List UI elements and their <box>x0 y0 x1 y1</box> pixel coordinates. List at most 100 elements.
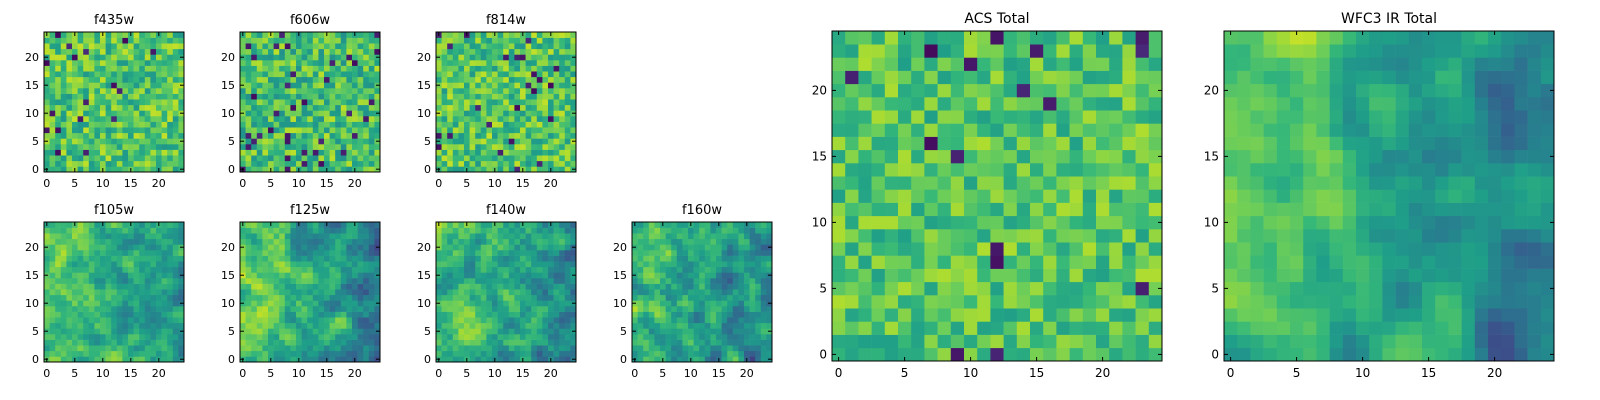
heatmap-cell <box>318 278 325 284</box>
heatmap-cell <box>760 339 767 346</box>
heatmap-cell <box>346 166 353 173</box>
heatmap-cell <box>911 215 925 230</box>
heatmap-cell <box>296 238 302 245</box>
heatmap-cell <box>256 82 263 89</box>
heatmap-cell <box>88 76 95 83</box>
heatmap-cell <box>441 289 448 296</box>
heatmap-cell <box>497 160 504 167</box>
heatmap-cell <box>72 278 78 284</box>
heatmap-cell <box>542 88 549 94</box>
heatmap-cell <box>760 328 767 335</box>
heatmap-cell <box>256 300 263 307</box>
heatmap-cell <box>514 60 521 66</box>
heatmap-cell <box>699 356 706 363</box>
heatmap-cell <box>637 350 644 357</box>
heatmap-cell <box>55 76 62 83</box>
heatmap-cell <box>732 283 739 290</box>
heatmap-cell <box>318 250 325 256</box>
heatmap-cell <box>1056 334 1070 349</box>
heatmap-cell <box>340 88 347 94</box>
heatmap-cell <box>363 37 370 44</box>
heatmap-cell <box>1109 321 1123 335</box>
heatmap-cell <box>508 278 515 284</box>
heatmap-cell <box>564 116 571 122</box>
heatmap-cell <box>178 93 185 100</box>
heatmap-cell <box>480 54 487 61</box>
heatmap-cell <box>436 48 442 55</box>
heatmap-cell <box>486 104 493 111</box>
heatmap-cell <box>553 121 560 128</box>
heatmap-cell <box>83 328 90 335</box>
heatmap-cell <box>525 65 532 72</box>
heatmap-cell <box>553 261 560 268</box>
heatmap-cell <box>570 311 577 318</box>
heatmap-cell <box>531 160 538 167</box>
heatmap-cell <box>128 283 134 290</box>
heatmap-cell <box>262 132 269 139</box>
heatmap-cell <box>167 144 174 150</box>
heatmap-cell <box>643 356 650 363</box>
x-tick-label: 0 <box>631 367 638 380</box>
heatmap-cell <box>1109 215 1123 230</box>
heatmap-cell <box>94 350 101 357</box>
heatmap-cell <box>727 300 734 307</box>
heatmap-cell <box>172 233 179 240</box>
heatmap-cell <box>122 93 129 100</box>
heatmap-cell <box>329 244 336 251</box>
heatmap-cell <box>525 222 532 228</box>
heatmap-cell <box>1135 229 1150 243</box>
heatmap-cell <box>832 281 846 296</box>
heatmap-cell <box>83 76 90 83</box>
heatmap-cell <box>251 334 258 340</box>
heatmap-cell <box>374 306 381 312</box>
heatmap-cell <box>240 88 246 94</box>
heatmap-cell <box>721 222 728 228</box>
heatmap-cell <box>77 138 84 145</box>
heatmap-cell <box>290 32 297 38</box>
heatmap-cell <box>111 300 118 307</box>
heatmap-cell <box>284 356 291 363</box>
heatmap-cell <box>100 322 106 329</box>
heatmap-cell <box>374 32 381 38</box>
heatmap-cell <box>977 281 991 296</box>
heatmap-cell <box>324 283 330 290</box>
axes-frame <box>239 221 381 363</box>
heatmap-cell <box>1122 308 1136 322</box>
heatmap-cell <box>503 110 510 117</box>
heatmap-cell <box>559 283 566 290</box>
heatmap-cell <box>49 37 56 44</box>
heatmap-cell <box>1043 163 1057 177</box>
heatmap-cell <box>161 222 168 228</box>
x-tick-label: 10 <box>292 367 306 380</box>
heatmap-cell <box>452 76 459 83</box>
heatmap-cell <box>178 99 185 106</box>
heatmap-cell <box>44 121 50 128</box>
heatmap-cell <box>688 334 694 340</box>
heatmap-cell <box>83 283 90 290</box>
heatmap-cell <box>122 116 129 122</box>
heatmap-cell <box>357 244 364 251</box>
heatmap-cell <box>340 238 347 245</box>
heatmap-cell <box>279 65 286 72</box>
heatmap-cell <box>542 278 549 284</box>
heatmap-cell <box>671 238 678 245</box>
heatmap-cell <box>133 350 140 357</box>
heatmap-cell <box>637 356 644 363</box>
heatmap-cell <box>1003 229 1018 243</box>
heatmap-cell <box>329 339 336 346</box>
heatmap-cell <box>256 160 263 167</box>
heatmap-cell <box>536 43 543 50</box>
heatmap-cell <box>716 322 722 329</box>
heatmap-cell <box>122 244 129 251</box>
heatmap-cell <box>240 227 246 234</box>
heatmap-cell <box>262 328 269 335</box>
heatmap-cell <box>716 266 722 273</box>
heatmap-cell <box>548 350 554 357</box>
heatmap-cell <box>665 244 672 251</box>
heatmap-cell <box>49 144 56 150</box>
heatmap-cell <box>44 48 50 55</box>
heatmap-cell <box>514 255 521 262</box>
heatmap-cell <box>44 160 50 167</box>
heatmap-cell <box>727 272 734 279</box>
heatmap-cell <box>318 289 325 296</box>
